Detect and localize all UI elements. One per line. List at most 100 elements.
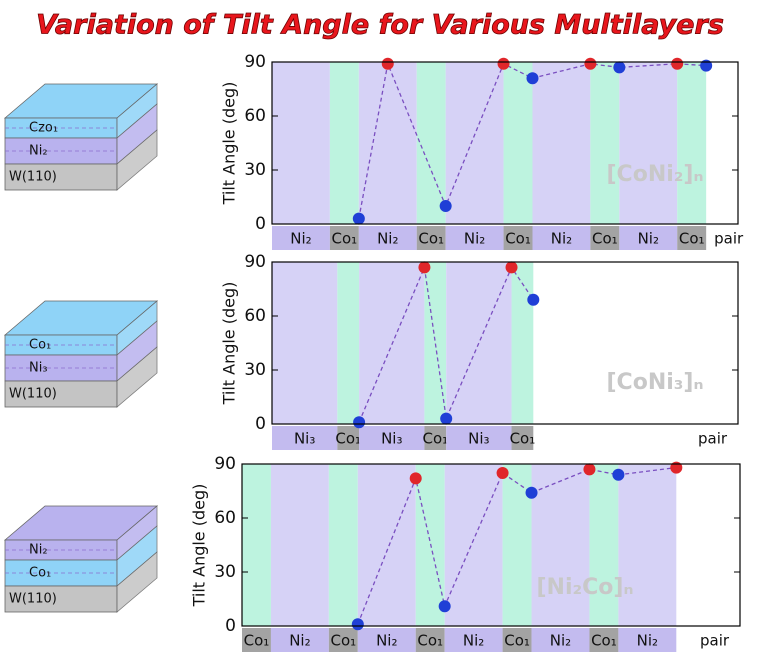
layer-band <box>512 262 534 424</box>
layer-band <box>272 262 337 424</box>
y-tick-label: 0 <box>225 616 236 636</box>
layer-label: Ni₂ <box>550 632 571 650</box>
data-point <box>613 61 625 73</box>
figure: Variation of Tilt Angle for Various Mult… <box>0 0 761 657</box>
icon-label: Ni₃ <box>29 361 48 376</box>
figure-title: Variation of Tilt Angle for Various Mult… <box>36 10 724 41</box>
layer-label: Ni₂ <box>551 230 572 248</box>
layer-band <box>359 62 417 224</box>
y-tick-label: 90 <box>244 52 266 72</box>
layer-band <box>329 464 358 626</box>
data-point <box>527 294 539 306</box>
data-point <box>671 58 683 70</box>
y-axis-label: Tilt Angle (deg) <box>220 82 239 206</box>
layer-label: Ni₂ <box>376 632 397 650</box>
layer-label: Ni₂ <box>638 230 659 248</box>
data-point <box>612 469 624 481</box>
layer-band <box>619 62 677 224</box>
icon-label: W(110) <box>9 170 57 185</box>
layer-label: Co₁ <box>591 632 617 650</box>
y-axis-label: Tilt Angle (deg) <box>220 282 239 406</box>
layer-band <box>445 464 503 626</box>
layer-band <box>532 62 590 224</box>
data-point <box>439 600 451 612</box>
layer-label: Co₁ <box>418 230 444 248</box>
data-point <box>410 472 422 484</box>
data-point <box>382 58 394 70</box>
data-point <box>497 467 509 479</box>
data-point <box>352 618 364 630</box>
layer-band <box>337 262 359 424</box>
data-point <box>670 462 682 474</box>
layer-band <box>532 464 590 626</box>
layer-band <box>589 464 618 626</box>
layer-label: Co₁ <box>244 632 270 650</box>
layer-label: Ni₃ <box>294 430 315 448</box>
data-point <box>498 58 510 70</box>
y-tick-label: 60 <box>244 106 266 126</box>
layer-label: Ni₃ <box>468 430 489 448</box>
data-point <box>526 72 538 84</box>
layer-label: Co₁ <box>331 632 357 650</box>
layer-label: Co₁ <box>505 230 531 248</box>
icon-label: W(110) <box>9 387 57 402</box>
layer-band <box>272 62 330 224</box>
data-point <box>583 463 595 475</box>
y-axis-label: Tilt Angle (deg) <box>190 484 209 608</box>
layer-band <box>330 62 359 224</box>
layer-label: Co₁ <box>332 230 358 248</box>
data-point <box>440 413 452 425</box>
layer-label: Co₁ <box>422 430 448 448</box>
icon-label: Ni₂ <box>29 543 48 558</box>
data-point <box>526 487 538 499</box>
data-point <box>353 213 365 225</box>
icon-label: Co₁ <box>29 338 51 353</box>
layer-label: Ni₂ <box>290 230 311 248</box>
y-tick-label: 90 <box>214 454 236 474</box>
data-point <box>440 200 452 212</box>
layer-label: Ni₂ <box>637 632 658 650</box>
data-point <box>353 416 365 428</box>
layer-label: Ni₃ <box>381 430 402 448</box>
x-unit-label: pair <box>698 430 728 448</box>
layer-label: Co₁ <box>504 632 530 650</box>
layer-label: Co₁ <box>417 632 443 650</box>
layer-band <box>503 464 532 626</box>
layer-label: Co₁ <box>592 230 618 248</box>
layer-label: Co₁ <box>510 430 536 448</box>
data-point <box>700 60 712 72</box>
watermark: [Ni₂Co]ₙ <box>537 575 634 600</box>
y-tick-label: 30 <box>214 562 236 582</box>
icon-label: Czo₁ <box>29 121 58 136</box>
watermark: [CoNi₂]ₙ <box>607 162 704 187</box>
layer-band <box>446 262 511 424</box>
y-tick-label: 60 <box>244 306 266 326</box>
layer-label: Ni₂ <box>289 632 310 650</box>
layer-band <box>504 62 533 224</box>
layer-band <box>590 62 619 224</box>
icon-label: Co₁ <box>29 566 51 581</box>
layer-band <box>618 464 676 626</box>
y-tick-label: 90 <box>244 252 266 272</box>
layer-label: Ni₂ <box>464 230 485 248</box>
layer-band <box>677 62 706 224</box>
x-unit-label: pair <box>700 632 730 650</box>
layer-band <box>242 464 271 626</box>
layer-label: Co₁ <box>679 230 705 248</box>
layer-band <box>271 464 329 626</box>
data-point <box>418 261 430 273</box>
layer-band <box>446 62 504 224</box>
watermark: [CoNi₃]ₙ <box>607 370 704 395</box>
layer-band <box>417 62 446 224</box>
data-point <box>506 261 518 273</box>
icon-label: Ni₂ <box>29 144 48 159</box>
layer-label: Ni₂ <box>377 230 398 248</box>
layer-label: Co₁ <box>335 430 361 448</box>
y-tick-label: 60 <box>214 508 236 528</box>
icon-label: W(110) <box>9 592 57 607</box>
y-tick-label: 30 <box>244 160 266 180</box>
y-tick-label: 0 <box>255 214 266 234</box>
y-tick-label: 30 <box>244 360 266 380</box>
data-point <box>584 58 596 70</box>
x-unit-label: pair <box>714 230 744 248</box>
